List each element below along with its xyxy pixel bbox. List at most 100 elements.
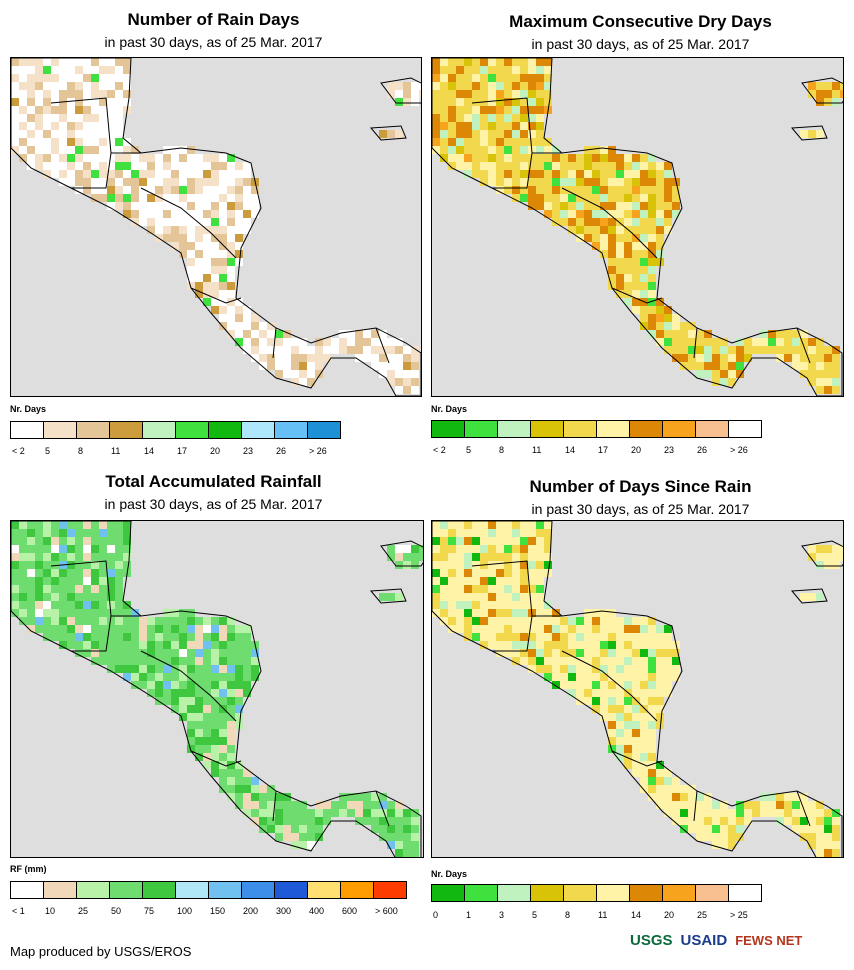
grid-cell [227, 242, 235, 250]
grid-cell [179, 162, 187, 170]
grid-cell [19, 585, 27, 593]
grid-cell [35, 577, 43, 585]
grid-cell [488, 138, 496, 146]
grid-cell [139, 178, 147, 186]
grid-cell [155, 649, 163, 657]
grid-cell [512, 657, 520, 665]
grid-cell [211, 713, 219, 721]
grid-cell [67, 122, 75, 130]
grid-cell [75, 162, 83, 170]
grid-cell [504, 106, 512, 114]
grid-cell [512, 529, 520, 537]
grid-cell [584, 178, 592, 186]
grid-cell [155, 673, 163, 681]
grid-cell [600, 713, 608, 721]
grid-cell [792, 825, 800, 833]
grid-cell [259, 338, 267, 346]
map-days-since-rain[interactable] [431, 520, 844, 858]
grid-cell [816, 841, 824, 849]
grid-cell [307, 354, 315, 362]
grid-cell [387, 817, 395, 825]
grid-cell [43, 138, 51, 146]
coastline [369, 588, 407, 604]
grid-cell [211, 194, 219, 202]
grid-cell [107, 521, 115, 529]
grid-cell [632, 697, 640, 705]
map-consecutive-dry-days[interactable] [431, 57, 844, 397]
grid-cell [792, 346, 800, 354]
grid-cell [211, 258, 219, 266]
grid-cell [464, 122, 472, 130]
grid-cell [355, 354, 363, 362]
grid-cell [632, 657, 640, 665]
grid-cell [243, 170, 251, 178]
grid-cell [219, 785, 227, 793]
grid-cell [680, 338, 688, 346]
grid-cell [568, 625, 576, 633]
grid-cell [640, 162, 648, 170]
grid-cell [560, 194, 568, 202]
panel-consecutive-dry-days: Maximum Consecutive Dry Days in past 30 … [427, 0, 854, 465]
grid-cell [496, 561, 504, 569]
grid-cell [584, 194, 592, 202]
grid-cell [816, 553, 824, 561]
grid-cell [608, 641, 616, 649]
grid-cell [504, 649, 512, 657]
grid-cell [728, 354, 736, 362]
grid-cell [624, 266, 632, 274]
grid-cell [315, 801, 323, 809]
coastline [801, 77, 843, 104]
legend-swatch [176, 422, 209, 438]
grid-cell [411, 370, 419, 378]
grid-cell [720, 841, 728, 849]
grid-cell [552, 178, 560, 186]
grid-cell [195, 194, 203, 202]
grid-cell [440, 561, 448, 569]
map-accumulated-rainfall[interactable] [10, 520, 424, 858]
grid-cell [448, 82, 456, 90]
grid-cell [395, 817, 403, 825]
legend-swatch [11, 422, 44, 438]
grid-cell [576, 625, 584, 633]
legend-label: 5 [45, 446, 51, 456]
grid-cell [624, 657, 632, 665]
grid-cell [592, 697, 600, 705]
grid-cell [592, 218, 600, 226]
grid-cell [363, 338, 371, 346]
map-rain-days[interactable] [10, 57, 422, 397]
country-border [190, 287, 242, 304]
grid-cell [251, 649, 259, 657]
grid-cell [275, 346, 283, 354]
grid-cell [147, 210, 155, 218]
grid-cell [219, 633, 227, 641]
grid-cell [648, 737, 656, 745]
fewsnet-logo: FEWS NET [735, 933, 803, 948]
grid-cell [600, 242, 608, 250]
grid-cell [131, 154, 139, 162]
grid-cell [488, 114, 496, 122]
grid-cell [576, 210, 584, 218]
grid-cell [155, 202, 163, 210]
grid-cell [67, 58, 75, 66]
grid-cell [123, 82, 131, 90]
grid-cell [616, 234, 624, 242]
grid-cell [363, 817, 371, 825]
grid-cell [243, 346, 251, 354]
grid-cell [107, 122, 115, 130]
grid-cell [27, 58, 35, 66]
grid-cell [59, 66, 67, 74]
country-border [50, 560, 112, 617]
grid-cell [496, 170, 504, 178]
grid-cell [235, 338, 243, 346]
grid-cell [536, 194, 544, 202]
grid-cell [544, 625, 552, 633]
grid-cell [203, 753, 211, 761]
grid-cell [91, 170, 99, 178]
grid-cell [440, 154, 448, 162]
grid-cell [227, 306, 235, 314]
legend-consecutive-dry-days [431, 420, 762, 438]
grid-cell [91, 138, 99, 146]
grid-cell [67, 114, 75, 122]
grid-cell [355, 809, 363, 817]
grid-cell [512, 114, 520, 122]
